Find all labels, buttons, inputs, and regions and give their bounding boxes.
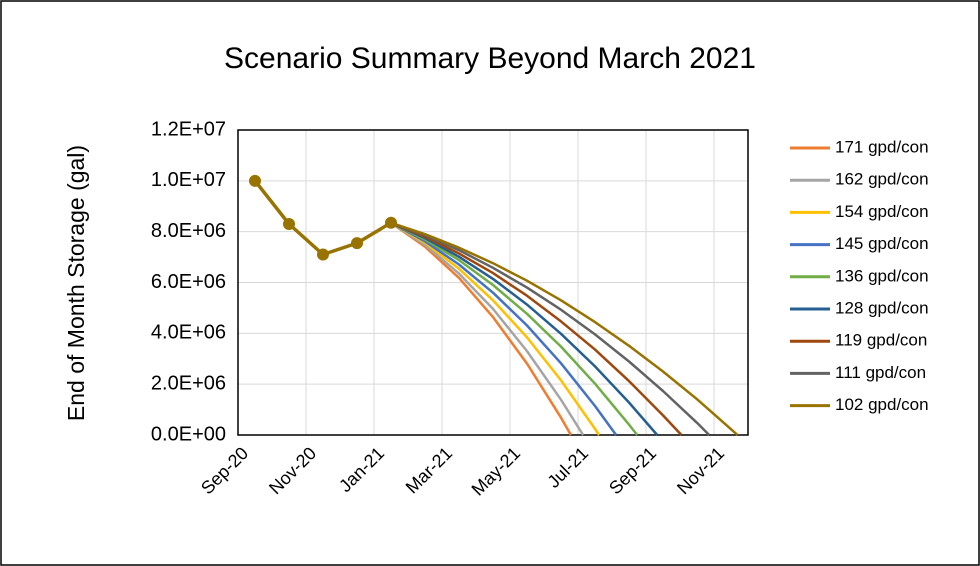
y-tick-label: 2.0E+06 xyxy=(151,372,226,394)
data-point xyxy=(351,237,363,250)
series-line xyxy=(390,221,659,436)
legend-label: 154 gpd/con xyxy=(835,202,929,221)
legend-label: 145 gpd/con xyxy=(835,234,929,253)
y-tick-label: 4.0E+06 xyxy=(151,322,226,344)
chart-title: Scenario Summary Beyond March 2021 xyxy=(224,42,756,75)
data-point xyxy=(283,218,295,231)
legend-label: 102 gpd/con xyxy=(835,395,929,414)
series-line xyxy=(390,221,618,436)
legend-label: 136 gpd/con xyxy=(835,266,929,285)
legend-label: 162 gpd/con xyxy=(835,170,929,189)
y-tick-label: 6.0E+06 xyxy=(151,271,226,293)
legend-label: 111 gpd/con xyxy=(835,363,926,382)
series-line xyxy=(390,221,683,436)
legend-label: 128 gpd/con xyxy=(835,298,929,317)
data-point xyxy=(317,248,329,261)
data-point xyxy=(249,174,261,187)
plot-area-border xyxy=(237,129,749,436)
legend-label: 119 gpd/con xyxy=(835,331,927,350)
series-line xyxy=(390,221,585,436)
data-point xyxy=(385,216,397,229)
y-tick-label: 1.0E+07 xyxy=(151,169,226,191)
y-tick-label: 0.0E+00 xyxy=(151,423,226,445)
series-line xyxy=(390,221,639,436)
series-line xyxy=(390,221,711,436)
y-tick-label: 1.2E+07 xyxy=(151,118,226,140)
series-line xyxy=(390,221,601,436)
y-tick-label: 8.0E+06 xyxy=(151,220,226,242)
legend-label: 171 gpd/con xyxy=(835,137,929,156)
y-axis-label: End of Month Storage (gal) xyxy=(63,145,89,421)
series-line xyxy=(390,221,572,436)
series-line xyxy=(390,221,739,436)
